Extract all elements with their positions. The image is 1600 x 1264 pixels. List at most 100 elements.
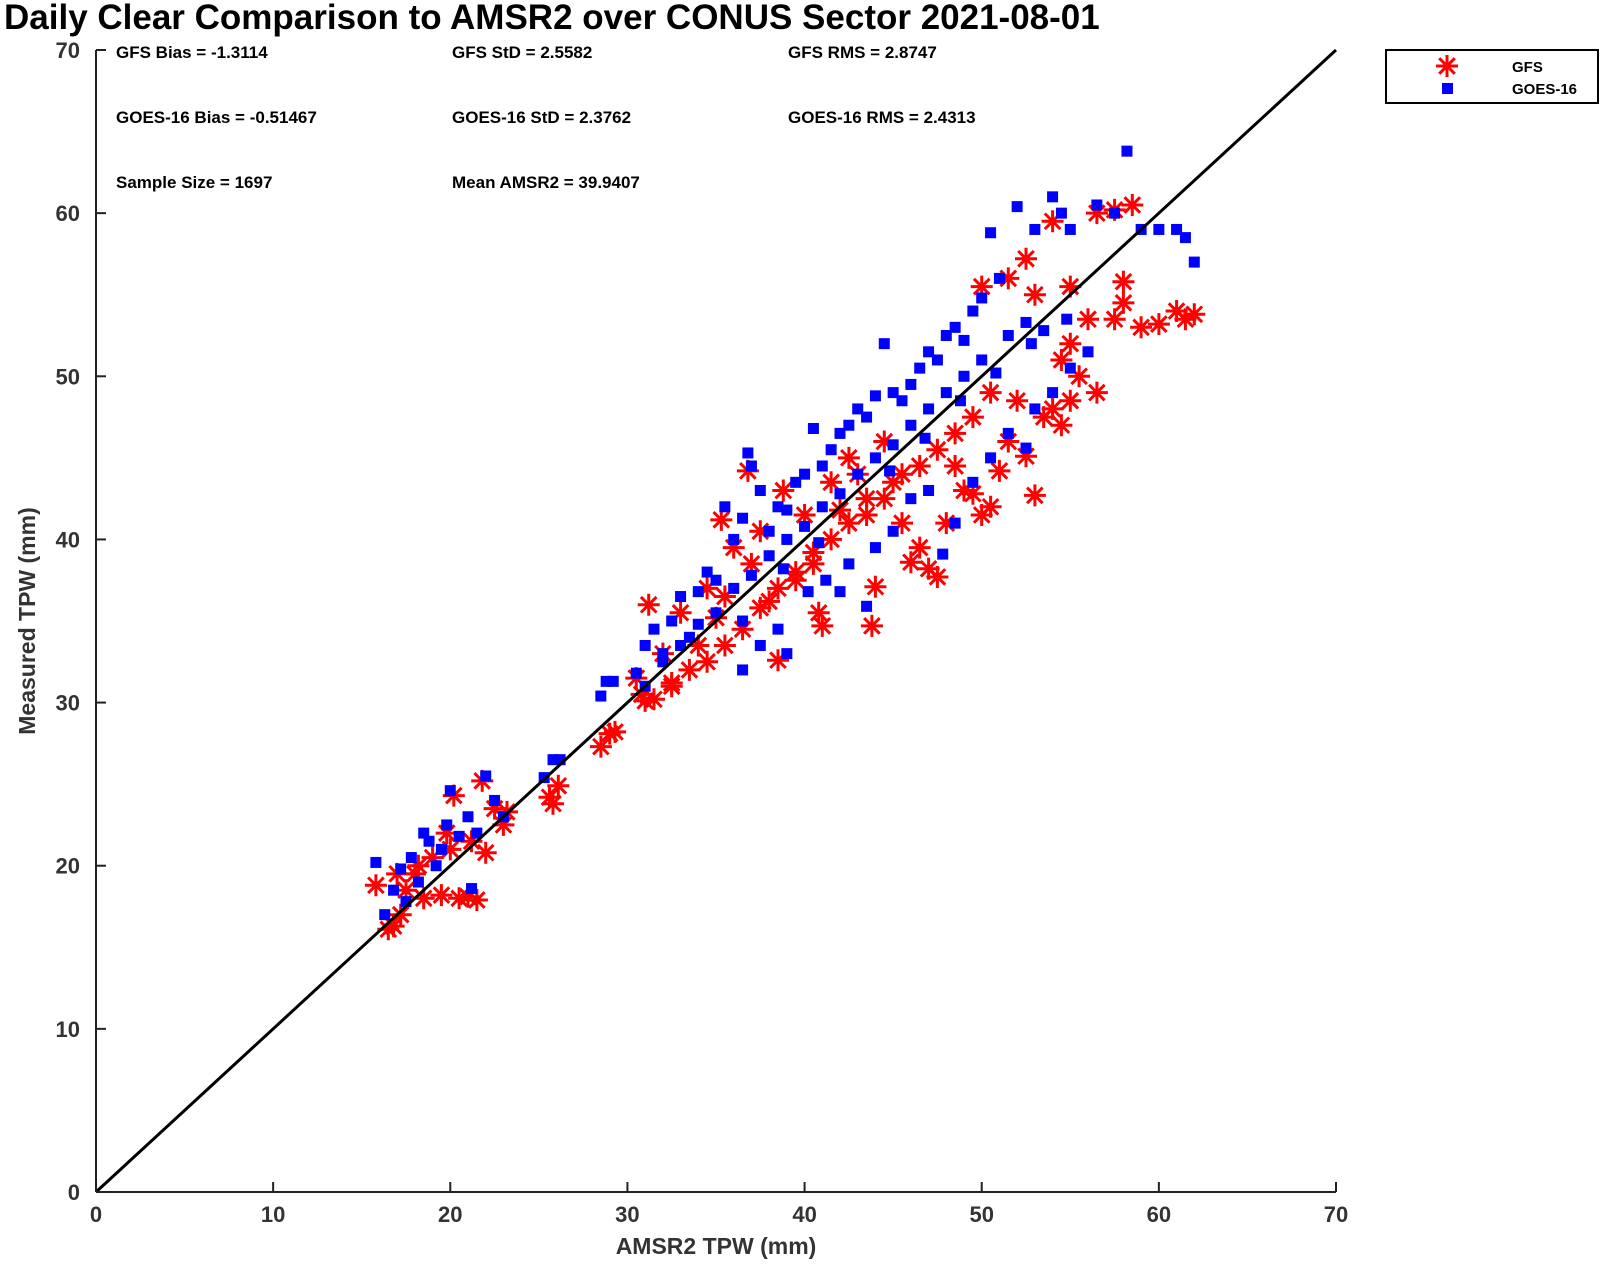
goes16-point <box>967 476 979 488</box>
gfs-point <box>1059 275 1082 298</box>
goes16-point <box>1153 223 1165 235</box>
x-tick-label: 70 <box>1324 1202 1348 1227</box>
gfs-point <box>944 455 967 477</box>
goes16-point <box>754 484 766 496</box>
gfs-point <box>820 528 843 551</box>
goes16-point <box>914 362 926 374</box>
gfs-point <box>412 887 435 910</box>
y-tick-label: 40 <box>56 527 80 552</box>
stat-annotation: GOES-16 Bias = -0.51467 <box>116 108 317 127</box>
goes16-point <box>799 520 811 532</box>
goes16-point <box>923 346 935 358</box>
goes16-point <box>869 390 881 402</box>
goes16-point <box>887 439 899 451</box>
gfs-point <box>891 463 913 486</box>
gfs-point <box>457 885 479 908</box>
gfs-point <box>643 688 665 711</box>
goes16-point <box>471 827 483 839</box>
gfs-point <box>1085 202 1108 225</box>
goes16-point <box>919 432 931 444</box>
goes16-point <box>781 648 793 660</box>
goes16-point <box>940 330 952 341</box>
gfs-point <box>935 512 958 535</box>
goes16-point <box>923 403 935 415</box>
goes16-point <box>395 863 407 875</box>
goes16-point <box>683 631 695 643</box>
gfs-point <box>997 430 1020 453</box>
gfs-point <box>1059 332 1082 355</box>
x-tick-label: 60 <box>1147 1202 1171 1227</box>
goes16-point <box>813 537 825 549</box>
goes16-point <box>1025 338 1037 350</box>
goes16-point <box>370 856 382 868</box>
gfs-point <box>749 520 772 543</box>
gfs-point <box>807 601 830 624</box>
goes16-point <box>1011 201 1023 213</box>
gfs-point <box>1068 365 1091 388</box>
gfs-point <box>979 381 1002 404</box>
goes16-point <box>675 591 687 603</box>
goes16-point <box>820 574 832 586</box>
gfs-point <box>1015 247 1037 270</box>
goes16-point <box>878 338 890 350</box>
y-tick-label: 50 <box>56 364 80 389</box>
gfs-point <box>538 786 561 809</box>
gfs-point <box>492 813 515 836</box>
goes16-point <box>754 639 766 651</box>
gfs-point <box>1041 210 1064 233</box>
legend-gfs-label: GFS <box>1512 59 1543 76</box>
goes16-point <box>1029 223 1041 235</box>
legend-goes16-label: GOES-16 <box>1512 81 1577 98</box>
gfs-point <box>1015 445 1037 468</box>
gfs-point <box>395 879 417 902</box>
gfs-point <box>864 575 887 598</box>
goes16-point <box>1082 346 1094 358</box>
goes16-point <box>701 566 713 578</box>
goes16-point <box>547 754 559 766</box>
goes16-point <box>554 754 566 766</box>
gfs-point <box>1112 270 1135 293</box>
gfs-point <box>660 672 683 694</box>
goes16-point <box>852 468 864 480</box>
goes16-point <box>923 484 935 496</box>
stat-annotation: GOES-16 RMS = 2.4313 <box>788 108 976 127</box>
goes16-point <box>843 419 855 431</box>
gfs-point <box>713 634 736 657</box>
goes16-point <box>905 419 917 431</box>
goes16-point <box>657 656 669 668</box>
goes16-point <box>887 387 899 399</box>
goes16-point <box>905 378 917 390</box>
legend-gfs-asterisk <box>1436 55 1458 77</box>
gfs-point <box>407 854 430 877</box>
gfs-point <box>1112 291 1135 314</box>
goes16-point <box>462 811 474 823</box>
goes16-point <box>852 403 864 415</box>
gfs-point <box>460 830 483 853</box>
gfs-point <box>917 557 940 580</box>
gfs-point <box>749 596 772 619</box>
y-tick-label: 70 <box>56 38 80 63</box>
gfs-point <box>1023 484 1046 507</box>
gfs-point <box>970 275 993 298</box>
gfs-point <box>1032 406 1055 429</box>
gfs-point <box>829 499 851 522</box>
gfs-point <box>961 482 984 505</box>
goes16-point <box>388 884 400 896</box>
x-tick-labels: 0 10 20 30 40 50 60 70 <box>90 1202 1348 1227</box>
goes16-point <box>595 690 607 702</box>
gfs-point <box>908 455 931 477</box>
goes16-point <box>985 227 997 239</box>
gfs-point <box>802 552 825 575</box>
goes16-point <box>834 586 846 598</box>
goes16-point <box>710 607 722 619</box>
goes16-point <box>737 512 749 524</box>
goes16-point <box>405 852 417 864</box>
goes16-point <box>993 272 1005 284</box>
goes16-point <box>379 909 391 921</box>
goes16-point <box>489 794 501 806</box>
x-tick-label: 10 <box>261 1202 285 1227</box>
gfs-point <box>1050 349 1073 371</box>
goes16-point <box>763 550 775 562</box>
gfs-point <box>784 561 807 584</box>
goes16-series <box>370 145 1200 921</box>
